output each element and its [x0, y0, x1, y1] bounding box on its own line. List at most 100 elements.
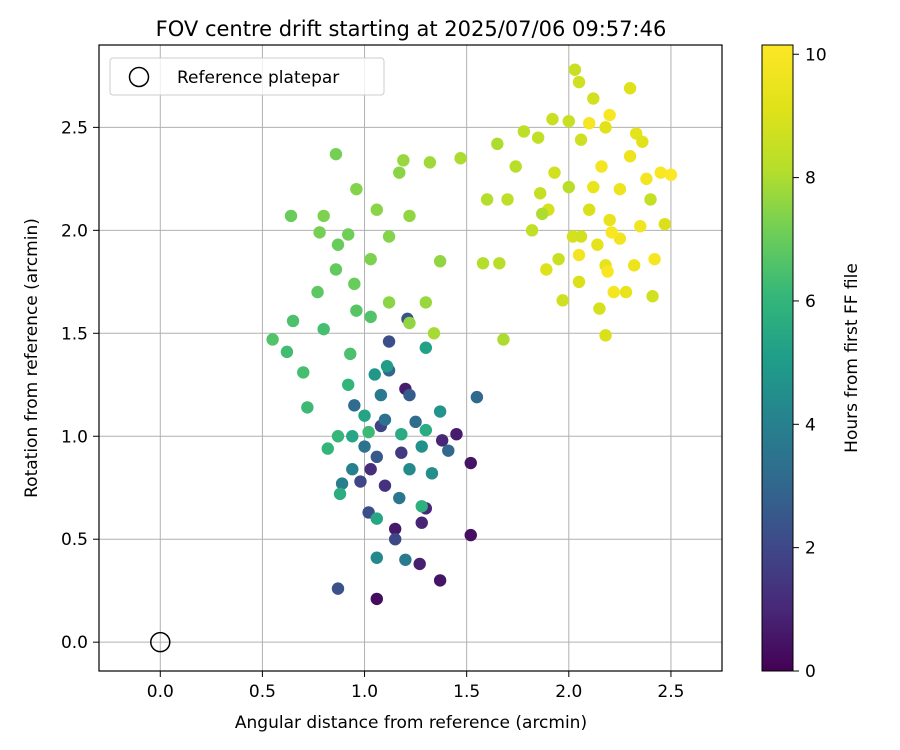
- x-tick-label: 1.5: [453, 682, 480, 702]
- data-point: [329, 263, 343, 276]
- data-point: [378, 413, 392, 426]
- colorbar-tick-label: 4: [805, 415, 816, 435]
- data-point: [435, 434, 449, 447]
- data-point: [583, 203, 596, 216]
- data-point: [450, 427, 463, 441]
- data-point: [646, 290, 659, 303]
- data-point: [644, 193, 657, 206]
- data-point: [397, 154, 410, 167]
- y-tick-label: 1.0: [61, 427, 88, 447]
- data-point: [364, 462, 377, 476]
- data-point: [470, 390, 484, 404]
- data-point: [562, 114, 576, 128]
- data-point: [607, 285, 620, 299]
- data-point: [640, 172, 653, 186]
- x-tick-label: 2.0: [555, 682, 582, 702]
- data-point: [266, 333, 279, 346]
- data-point: [658, 217, 672, 231]
- data-point: [599, 329, 612, 342]
- data-point: [342, 378, 355, 391]
- data-point: [497, 333, 510, 346]
- data-point: [525, 224, 539, 237]
- data-point: [427, 327, 441, 340]
- data-point: [464, 528, 477, 542]
- y-tick-label: 0.5: [61, 530, 88, 550]
- data-point: [493, 257, 506, 270]
- data-point: [415, 516, 428, 529]
- data-point: [403, 209, 416, 223]
- data-point: [413, 557, 426, 571]
- data-point: [572, 248, 586, 262]
- data-point: [364, 252, 377, 266]
- data-point: [454, 152, 467, 165]
- data-point: [286, 314, 300, 328]
- reference-platepar-marker: [150, 631, 171, 653]
- data-point: [517, 125, 531, 138]
- colorbar-tick-label: 10: [805, 45, 827, 65]
- data-point: [654, 166, 667, 179]
- data-point: [623, 82, 637, 95]
- x-axis-label: Angular distance from reference (arcmin): [235, 713, 587, 733]
- data-point: [605, 226, 618, 239]
- data-point: [388, 522, 402, 536]
- plot-frame: [98, 44, 723, 672]
- colorbar-tick-label: 0: [805, 662, 816, 682]
- data-point: [395, 427, 408, 441]
- data-point: [403, 388, 416, 402]
- data-point: [664, 168, 678, 181]
- data-point: [354, 475, 367, 488]
- data-point: [317, 322, 330, 336]
- data-point: [501, 193, 514, 206]
- data-point: [587, 92, 600, 105]
- data-point: [595, 160, 608, 173]
- data-point: [442, 444, 455, 457]
- data-point: [380, 360, 394, 373]
- data-point: [536, 207, 549, 221]
- grid-lines: [99, 45, 722, 671]
- data-point: [623, 149, 637, 163]
- data-point: [548, 166, 561, 179]
- data-point: [587, 180, 600, 194]
- data-point: [331, 238, 345, 251]
- data-point: [425, 467, 439, 480]
- data-point: [627, 259, 641, 272]
- y-tick-label: 1.5: [61, 324, 88, 344]
- data-point: [370, 551, 383, 564]
- data-point: [350, 182, 363, 196]
- data-point: [331, 582, 345, 595]
- data-point: [603, 213, 616, 227]
- data-point: [476, 257, 490, 270]
- data-point: [601, 265, 614, 278]
- data-point: [603, 108, 616, 122]
- data-point: [346, 462, 359, 476]
- data-point: [331, 430, 345, 443]
- data-point: [593, 302, 606, 315]
- data-point: [572, 75, 586, 89]
- data-point: [362, 425, 375, 439]
- data-point: [619, 285, 633, 299]
- data-point: [370, 203, 383, 216]
- y-axis-label: Rotation from reference (arcmin): [22, 218, 42, 498]
- data-point: [403, 462, 416, 476]
- data-point: [317, 209, 330, 223]
- data-point: [433, 255, 447, 268]
- data-point: [348, 277, 361, 291]
- data-point: [364, 310, 377, 324]
- x-tick-label: 0.5: [249, 682, 276, 702]
- data-point: [321, 442, 334, 455]
- data-point: [284, 209, 298, 223]
- data-point: [388, 533, 402, 546]
- data-point: [534, 187, 547, 200]
- data-point: [329, 147, 343, 161]
- data-point: [374, 388, 388, 402]
- x-tick-label: 2.5: [657, 682, 684, 702]
- data-point: [395, 446, 408, 459]
- data-point: [350, 304, 363, 317]
- x-tick-label: 1.0: [351, 682, 378, 702]
- data-point: [574, 230, 588, 243]
- data-point: [382, 296, 396, 309]
- data-point: [409, 415, 422, 429]
- data-point: [297, 366, 310, 379]
- data-point: [531, 131, 545, 144]
